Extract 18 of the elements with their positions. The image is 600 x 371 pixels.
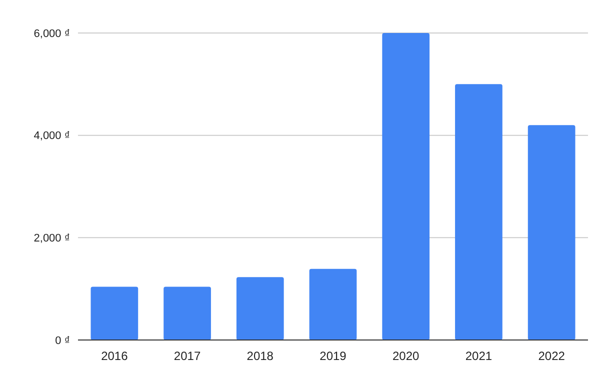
bar [90, 286, 138, 340]
bar [382, 33, 430, 340]
x-tick-label: 2020 [392, 349, 420, 363]
bar [236, 277, 284, 340]
bar [309, 268, 357, 340]
x-tick-label: 2017 [174, 349, 201, 363]
x-tick-label: 2016 [101, 349, 128, 363]
x-tick-label: 2021 [465, 349, 492, 363]
y-tick-label: 2,000 ₫ [34, 232, 70, 245]
bar [455, 84, 502, 340]
y-tick-label: 6,000 ₫ [34, 28, 70, 40]
x-tick-label: 2022 [538, 349, 566, 363]
bar [528, 125, 576, 340]
x-tick-label: 2018 [246, 349, 274, 363]
bar [164, 286, 211, 340]
y-tick-label: 4,000 ₫ [34, 130, 70, 142]
y-tick-label: 0 ₫ [55, 334, 70, 347]
x-tick-label: 2019 [320, 349, 347, 363]
